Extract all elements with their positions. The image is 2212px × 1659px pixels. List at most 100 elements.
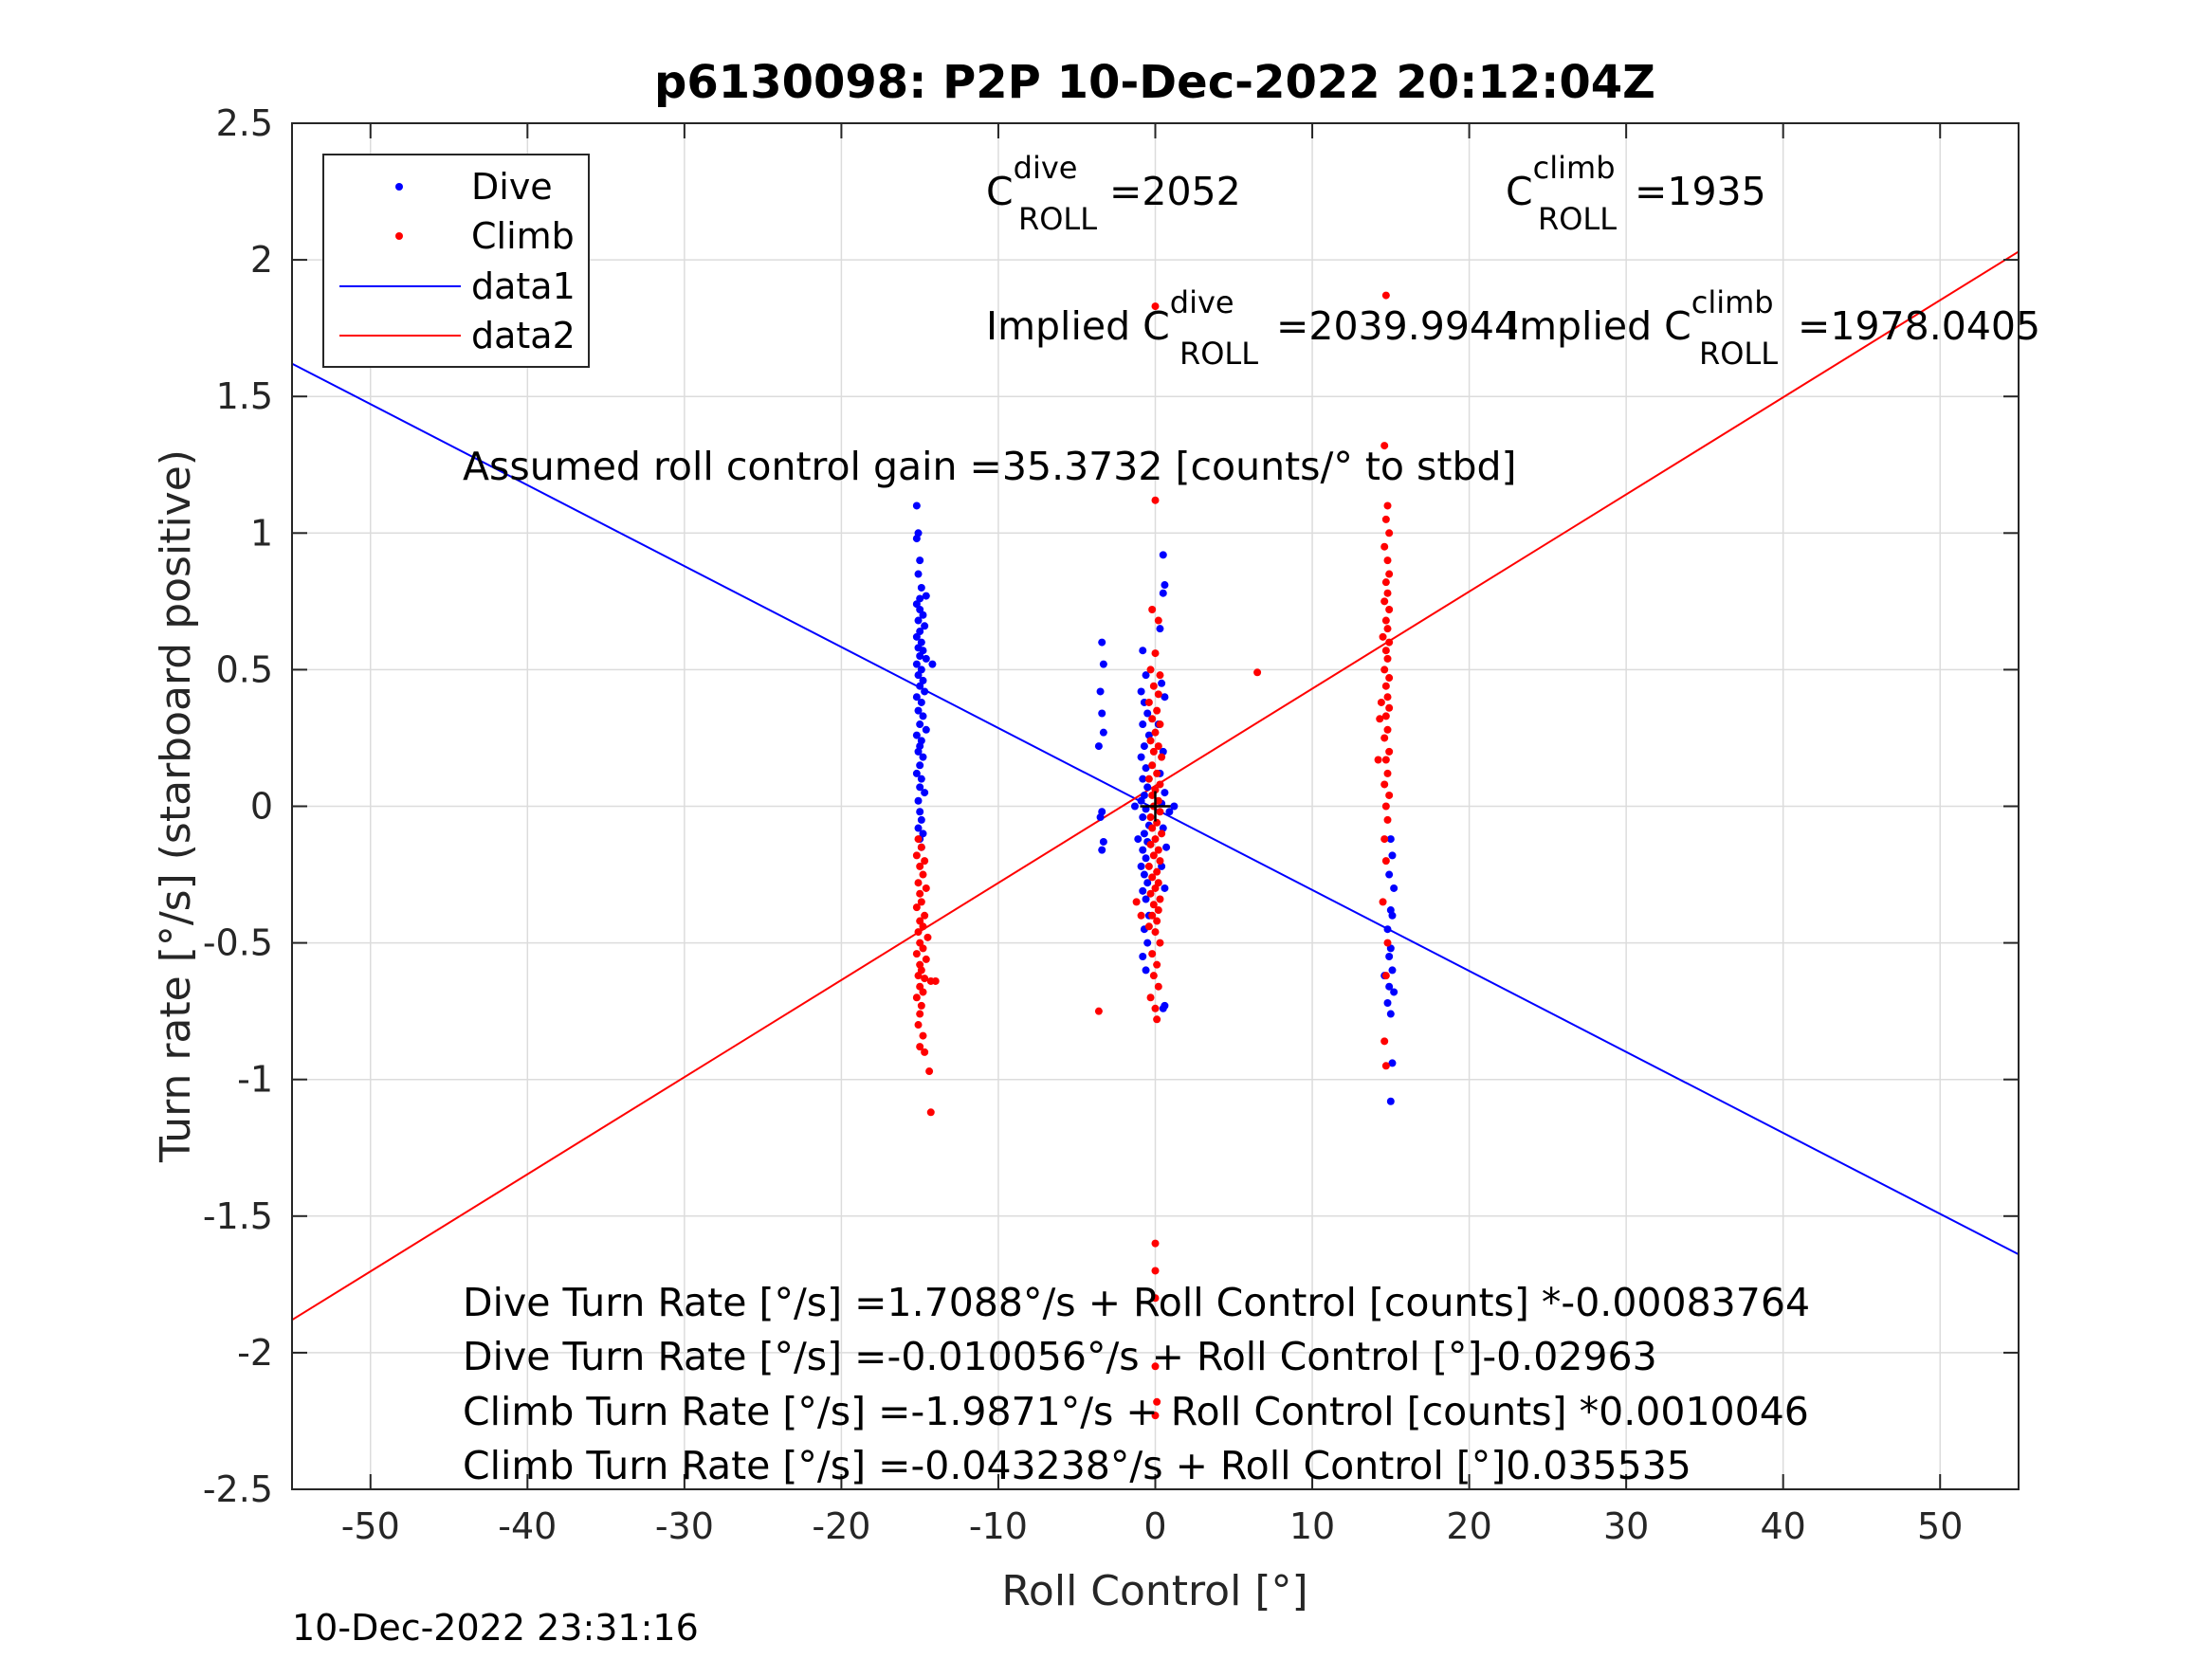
dive-point bbox=[1386, 1010, 1395, 1018]
climb-point bbox=[1151, 1294, 1160, 1303]
climb-point bbox=[1381, 682, 1390, 690]
climb-point bbox=[1381, 712, 1390, 720]
dive-point bbox=[917, 698, 925, 706]
climb-point bbox=[1153, 706, 1161, 715]
center-marker bbox=[1140, 791, 1171, 822]
y-tick-label: -2 bbox=[237, 1332, 273, 1374]
dive-turn-rate-counts-eq: Dive Turn Rate [°/s] =1.7088°/s + Roll C… bbox=[463, 1280, 1810, 1325]
climb-point bbox=[1132, 898, 1141, 906]
climb-point bbox=[921, 1048, 929, 1056]
dive-point bbox=[1143, 879, 1152, 887]
climb-point bbox=[1381, 291, 1390, 300]
climb-point bbox=[912, 903, 921, 912]
dive-point bbox=[912, 731, 921, 739]
dive-point bbox=[1099, 660, 1107, 668]
climb-point bbox=[1156, 671, 1164, 680]
climb-point bbox=[1148, 715, 1157, 723]
climb-point bbox=[912, 950, 921, 958]
x-tick-label: 40 bbox=[1761, 1505, 1806, 1547]
dive-point bbox=[912, 501, 921, 510]
climb-point bbox=[1151, 928, 1160, 937]
climb-point bbox=[1151, 1412, 1160, 1420]
dive-point bbox=[921, 622, 929, 630]
climb-point bbox=[1385, 791, 1394, 799]
dive-point bbox=[1383, 925, 1392, 934]
climb-point bbox=[921, 975, 929, 983]
climb-point bbox=[1383, 939, 1392, 947]
climb-point bbox=[1383, 501, 1392, 510]
dive-point bbox=[1142, 966, 1150, 975]
climb-point bbox=[1385, 605, 1394, 613]
climb-point bbox=[1151, 1362, 1160, 1371]
climb-point bbox=[1380, 1037, 1389, 1046]
climb-point bbox=[1379, 632, 1387, 641]
climb-point bbox=[1156, 780, 1164, 789]
dive-point bbox=[914, 796, 923, 805]
climb-point bbox=[1380, 835, 1389, 844]
climb-point bbox=[1154, 846, 1162, 854]
roll-gain-annotation: Assumed roll control gain =35.3732 [coun… bbox=[463, 444, 1517, 489]
dive-point bbox=[1385, 982, 1394, 991]
dive-point bbox=[1161, 693, 1169, 702]
climb-point bbox=[1158, 753, 1166, 761]
scatter-points bbox=[912, 291, 1398, 1420]
climb-point bbox=[1148, 950, 1157, 958]
dive-point bbox=[914, 671, 923, 680]
dive-point bbox=[917, 583, 925, 592]
dive-point bbox=[1139, 647, 1147, 655]
dive-point bbox=[1386, 1097, 1395, 1105]
climb-point bbox=[1385, 570, 1394, 578]
y-tick-label: -2.5 bbox=[203, 1468, 273, 1510]
climb-point bbox=[1381, 515, 1390, 523]
climb-point bbox=[1377, 698, 1385, 706]
dive-point bbox=[919, 611, 927, 619]
climb-point bbox=[1156, 808, 1164, 816]
climb-point bbox=[916, 1010, 924, 1018]
dive-point bbox=[1094, 742, 1103, 751]
climb-point bbox=[1154, 796, 1162, 805]
x-tick-label: 10 bbox=[1289, 1505, 1335, 1547]
dive-point bbox=[1139, 886, 1147, 895]
ticks bbox=[292, 122, 2019, 1490]
climb-point bbox=[1381, 1062, 1390, 1070]
x-tick-label: 50 bbox=[1917, 1505, 1963, 1547]
climb-point bbox=[912, 851, 921, 860]
dive-point bbox=[1098, 709, 1106, 718]
dive-point bbox=[1142, 854, 1150, 863]
climb-point bbox=[1380, 780, 1389, 789]
climb-point bbox=[914, 879, 923, 887]
dive-point bbox=[1099, 837, 1107, 846]
legend: Dive Climb data1 data2 bbox=[322, 154, 590, 368]
climb-point bbox=[1151, 496, 1160, 504]
climb-point bbox=[1146, 813, 1155, 822]
climb-point bbox=[1253, 668, 1262, 677]
climb-point bbox=[917, 843, 925, 851]
climb-turn-rate-counts-eq: Climb Turn Rate [°/s] =-1.9871°/s + Roll… bbox=[463, 1389, 1809, 1434]
series-climb bbox=[912, 291, 1394, 1420]
climb-point bbox=[1383, 556, 1392, 565]
climb-point bbox=[931, 976, 940, 985]
x-tick-label: -30 bbox=[655, 1505, 714, 1547]
dive-point bbox=[1137, 753, 1145, 761]
climb-point bbox=[1383, 625, 1392, 633]
climb-point bbox=[1151, 835, 1160, 844]
dive-point bbox=[914, 616, 923, 625]
dive-point bbox=[916, 682, 924, 690]
c-roll-dive-label: Cdive ROLL=2052 bbox=[986, 150, 1241, 237]
dive-point bbox=[1390, 884, 1398, 892]
y-tick-label: 1 bbox=[250, 512, 273, 554]
dive-point bbox=[1096, 813, 1105, 822]
series-dive bbox=[912, 501, 1398, 1105]
climb-point bbox=[1380, 734, 1389, 742]
climb-point bbox=[1146, 737, 1155, 745]
x-tick-labels: -50 -40 -30 -20 -10 0 10 20 30 40 50 bbox=[341, 1505, 1964, 1547]
dive-point bbox=[912, 769, 921, 777]
climb-point bbox=[1151, 1239, 1160, 1248]
chart-title: p6130098: P2P 10-Dec-2022 20:12:04Z bbox=[654, 56, 1655, 109]
dive-point bbox=[1139, 813, 1147, 822]
legend-label-climb: Climb bbox=[471, 215, 575, 257]
climb-point bbox=[914, 972, 923, 980]
climb-point bbox=[917, 1001, 925, 1010]
climb-point bbox=[1144, 862, 1153, 870]
climb-point bbox=[1385, 529, 1394, 538]
